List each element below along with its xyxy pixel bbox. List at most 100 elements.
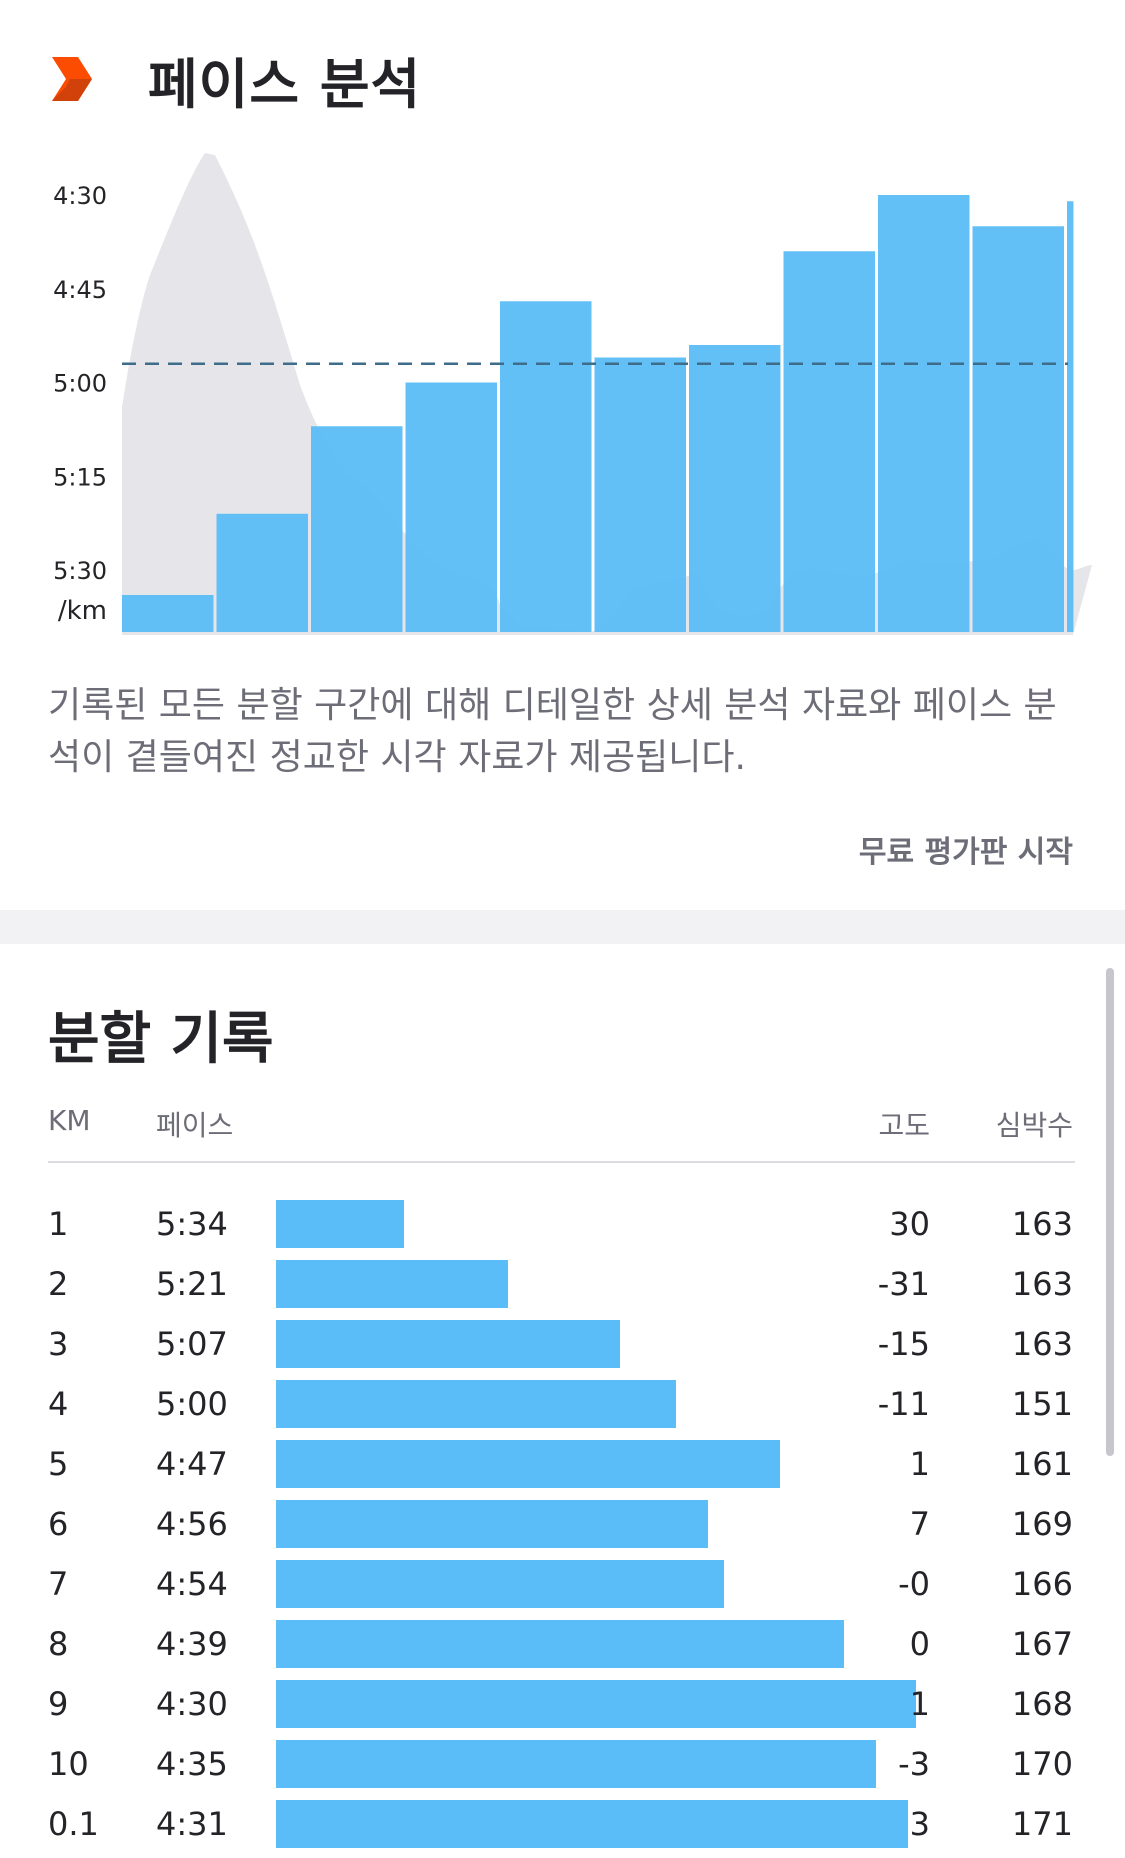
pace-bar <box>216 513 308 632</box>
split-km: 8 <box>48 1625 69 1663</box>
pace-bar <box>122 595 214 632</box>
pace-analysis-section: 페이스 분석 4:30 4:45 5:00 5:15 5:30 /km 기록된 모든 분… <box>0 0 1125 910</box>
y-axis: 4:30 4:45 5:00 5:15 5:30 <box>53 182 107 585</box>
pace-bar <box>689 345 781 632</box>
split-pace-bar <box>276 1260 508 1308</box>
column-header-heart-rate: 심박수 <box>995 1109 1073 1142</box>
split-km: 6 <box>48 1505 69 1543</box>
column-header-km: KM <box>48 1104 91 1137</box>
split-row: 7 4:54 -0 166 <box>0 1554 1125 1614</box>
split-row: 8 4:39 0 167 <box>0 1614 1125 1674</box>
split-elevation: 1 <box>909 1685 930 1723</box>
pace-analysis-description: 기록된 모든 분할 구간에 대해 디테일한 상세 분석 자료와 페이스 분석이 … <box>48 685 1057 778</box>
split-heart-rate: 166 <box>1011 1565 1073 1603</box>
pace-analysis-header: 페이스 분석 <box>52 44 421 116</box>
split-pace: 4:39 <box>156 1625 228 1663</box>
pace-bar <box>311 426 403 632</box>
split-km: 7 <box>48 1565 69 1603</box>
split-pace-bar <box>276 1680 916 1728</box>
split-elevation: -3 <box>898 1745 930 1783</box>
y-axis-unit: /km <box>58 596 107 626</box>
pace-bar <box>783 251 875 632</box>
split-pace: 5:34 <box>156 1205 228 1243</box>
split-elevation: 1 <box>909 1445 930 1483</box>
split-pace: 4:56 <box>156 1505 228 1543</box>
split-pace: 5:21 <box>156 1265 228 1303</box>
split-pace-bar <box>276 1620 844 1668</box>
split-row: 9 4:30 1 168 <box>0 1674 1125 1734</box>
split-pace-bar <box>276 1500 708 1548</box>
split-heart-rate: 171 <box>1011 1805 1073 1843</box>
split-km: 5 <box>48 1445 69 1483</box>
split-row: 5 4:47 1 161 <box>0 1434 1125 1494</box>
split-elevation: -0 <box>898 1565 930 1603</box>
split-elevation: 30 <box>889 1205 930 1243</box>
split-heart-rate: 168 <box>1011 1685 1073 1723</box>
split-heart-rate: 163 <box>1011 1205 1073 1243</box>
y-tick-label: 4:45 <box>53 276 107 304</box>
split-heart-rate: 151 <box>1011 1385 1073 1423</box>
split-pace-bar <box>276 1800 908 1848</box>
split-pace: 4:54 <box>156 1565 228 1603</box>
split-pace-bar <box>276 1440 780 1488</box>
split-pace-bar <box>276 1200 404 1248</box>
split-heart-rate: 169 <box>1011 1505 1073 1543</box>
split-row: 4 5:00 -11 151 <box>0 1374 1125 1434</box>
split-pace: 5:00 <box>156 1385 228 1423</box>
split-km: 1 <box>48 1205 69 1243</box>
scrollbar[interactable] <box>1106 968 1114 1456</box>
split-heart-rate: 170 <box>1011 1745 1073 1783</box>
start-free-trial-button[interactable]: 무료 평가판 시작 <box>858 835 1073 870</box>
y-tick-label: 5:30 <box>53 557 107 585</box>
split-km: 10 <box>48 1745 89 1783</box>
split-pace: 4:31 <box>156 1805 228 1843</box>
split-km: 3 <box>48 1325 69 1363</box>
strava-chevron-icon <box>52 57 92 101</box>
split-row: 10 4:35 -3 170 <box>0 1734 1125 1794</box>
column-header-elevation: 고도 <box>878 1109 930 1142</box>
split-km: 0.1 <box>48 1805 99 1843</box>
split-elevation: -11 <box>877 1385 930 1423</box>
split-heart-rate: 161 <box>1011 1445 1073 1483</box>
y-tick-label: 5:00 <box>53 370 107 398</box>
header-divider <box>48 1161 1075 1163</box>
y-tick-label: 4:30 <box>53 182 107 210</box>
split-km: 4 <box>48 1385 69 1423</box>
pace-analysis-title: 페이스 분석 <box>148 52 422 116</box>
split-pace-bar <box>276 1740 876 1788</box>
split-pace: 4:30 <box>156 1685 228 1723</box>
split-elevation: -15 <box>877 1325 930 1363</box>
pace-chart: 4:30 4:45 5:00 5:15 5:30 /km <box>53 153 1092 635</box>
split-pace-bar <box>276 1320 620 1368</box>
split-pace: 4:47 <box>156 1445 228 1483</box>
split-heart-rate: 163 <box>1011 1265 1073 1303</box>
column-header-pace: 페이스 <box>156 1109 234 1142</box>
split-km: 2 <box>48 1265 69 1303</box>
pace-bar <box>500 301 592 632</box>
split-km: 9 <box>48 1685 69 1723</box>
pace-bar <box>405 382 497 632</box>
split-row: 6 4:56 7 169 <box>0 1494 1125 1554</box>
pace-bar <box>878 195 970 632</box>
split-elevation: 3 <box>909 1805 930 1843</box>
split-pace-bar <box>276 1560 724 1608</box>
pace-bar <box>1067 201 1074 632</box>
split-row: 0.1 4:31 3 171 <box>0 1794 1125 1854</box>
pace-bar <box>594 357 686 632</box>
split-elevation: 7 <box>909 1505 930 1543</box>
splits-section: 분할 기록 KM 페이스 고도 심박수 1 5:34 30 163 2 5:21 -31 16… <box>0 944 1125 1858</box>
split-pace: 5:07 <box>156 1325 228 1363</box>
split-pace-bar <box>276 1380 676 1428</box>
splits-title: 분할 기록 <box>48 1007 274 1072</box>
pace-bars <box>122 195 1074 632</box>
split-heart-rate: 167 <box>1011 1625 1073 1663</box>
split-row: 1 5:34 30 163 <box>0 1194 1125 1254</box>
split-elevation: 0 <box>909 1625 930 1663</box>
split-row: 3 5:07 -15 163 <box>0 1314 1125 1374</box>
section-divider <box>0 910 1125 944</box>
split-heart-rate: 163 <box>1011 1325 1073 1363</box>
y-tick-label: 5:15 <box>53 463 107 491</box>
split-pace: 4:35 <box>156 1745 228 1783</box>
split-elevation: -31 <box>877 1265 930 1303</box>
pace-bar <box>972 226 1064 632</box>
